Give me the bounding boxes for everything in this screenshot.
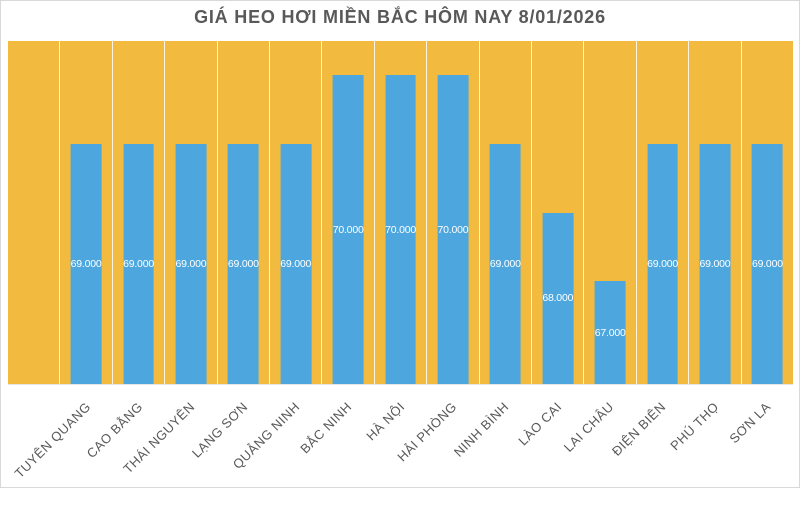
category-column: 69.000 [59, 41, 111, 384]
category-column: 69.000 [740, 41, 793, 384]
bar-value-label: 67.000 [594, 326, 626, 339]
bar-quảng-ninh: 69.000 [280, 143, 312, 384]
category-column: 69.000 [688, 41, 740, 384]
category-column: 70.000 [373, 41, 426, 384]
chart-canvas: { "chart_data": { "type": "bar", "title"… [0, 0, 800, 488]
bar-ninh-bình: 69.000 [489, 143, 521, 384]
bar-value-label: 69.000 [280, 257, 312, 270]
bar-sơn-la: 69.000 [751, 143, 783, 384]
category-column: 69.000 [478, 41, 531, 384]
bar-tuyên-quang: 69.000 [70, 143, 102, 384]
bar-value-label: 69.000 [699, 257, 731, 270]
plot-area: 69.000 69.000 69.000 69.000 69.000 70.000 70.0… [8, 41, 793, 385]
bar-hải-phòng: 70.000 [438, 75, 469, 384]
category-column: 70.000 [321, 41, 373, 384]
bar-value-label: 68.000 [542, 292, 574, 305]
category-column [8, 41, 59, 384]
bar-bắc-ninh: 70.000 [333, 75, 364, 384]
bar-value-label: 70.000 [385, 223, 417, 236]
category-column: 67.000 [583, 41, 635, 384]
bar-phú-thọ: 69.000 [699, 143, 731, 384]
category-column: 69.000 [216, 41, 269, 384]
bar-value-label: 69.000 [751, 257, 783, 270]
bar-value-label: 69.000 [123, 257, 154, 270]
category-column: 69.000 [635, 41, 688, 384]
chart-title: GIÁ HEO HƠI MIỀN BẮC HÔM NAY 8/01/2026 [194, 7, 606, 27]
bar-điện-biên: 69.000 [647, 143, 679, 384]
category-column: 70.000 [426, 41, 478, 384]
bar-lào-cai: 68.000 [542, 212, 574, 384]
x-axis: TUYÊN QUANG CAO BẰNG THÁI NGUYÊN LẠNG SƠN QU… [8, 386, 793, 486]
bar-lai-châu: 67.000 [595, 281, 626, 384]
bar-hà-nội: 70.000 [385, 75, 416, 384]
bar-lạng-sơn: 69.000 [227, 143, 259, 384]
bar-value-label: 69.000 [70, 257, 102, 270]
bar-value-label: 69.000 [489, 257, 521, 270]
category-column: 69.000 [111, 41, 164, 384]
bar-thái-nguyên: 69.000 [175, 143, 207, 384]
category-column: 68.000 [531, 41, 583, 384]
bar-value-label: 69.000 [227, 257, 259, 270]
category-column: 69.000 [269, 41, 321, 384]
bar-cao-bằng: 69.000 [123, 143, 154, 384]
bar-value-label: 69.000 [647, 257, 679, 270]
bar-value-label: 69.000 [175, 257, 207, 270]
bar-value-label: 70.000 [332, 223, 364, 236]
category-column: 69.000 [164, 41, 216, 384]
bar-value-label: 70.000 [437, 223, 469, 236]
